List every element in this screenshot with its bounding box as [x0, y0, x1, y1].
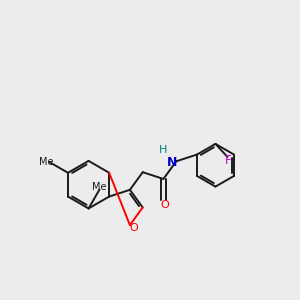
Text: F: F: [225, 154, 232, 167]
Text: Me: Me: [92, 182, 107, 192]
Text: O: O: [130, 223, 138, 233]
Text: N: N: [167, 156, 178, 169]
Text: Me: Me: [39, 157, 53, 167]
Text: O: O: [160, 200, 169, 210]
Text: H: H: [159, 146, 168, 155]
